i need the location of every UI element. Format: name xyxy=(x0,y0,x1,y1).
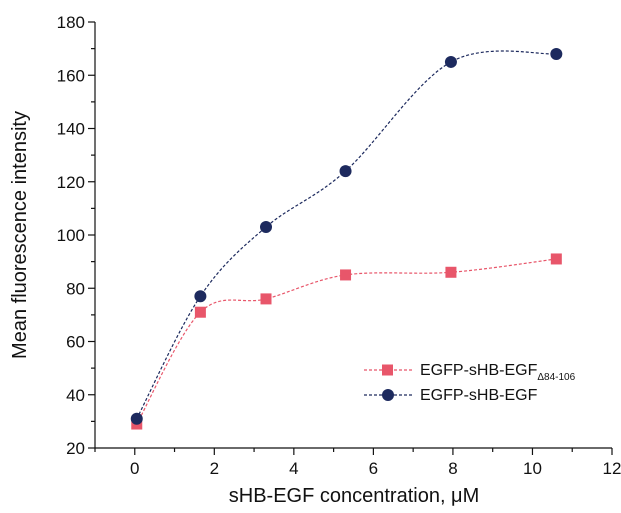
legend-label-main: EGFP-sHB-EGF xyxy=(420,362,538,379)
x-ticks: 0 2 4 6 8 10 12 xyxy=(94,448,621,478)
x-tick-label: 0 xyxy=(130,459,139,478)
legend-label-subscript: Δ84-106 xyxy=(537,372,575,383)
legend-item-egfp-shb-egf-delta: EGFP-sHB-EGFΔ84-106 xyxy=(364,362,576,383)
data-point-square xyxy=(445,266,457,278)
x-tick-label: 12 xyxy=(603,459,621,478)
series-line-0 xyxy=(136,258,557,425)
x-tick-label: 2 xyxy=(210,459,219,478)
y-tick-label: 180 xyxy=(57,13,85,32)
series-line-1 xyxy=(136,50,557,419)
data-point-circle xyxy=(444,55,457,68)
y-ticks: 20 40 60 80 100 120 140 160 180 xyxy=(57,13,95,458)
y-tick-label: 60 xyxy=(66,333,85,352)
legend-marker-circle xyxy=(382,389,394,401)
data-point-circle xyxy=(194,290,207,303)
y-tick-label: 100 xyxy=(57,226,85,245)
data-point-circle xyxy=(339,165,352,178)
legend: EGFP-sHB-EGFΔ84-106 EGFP-sHB-EGF xyxy=(364,362,576,404)
data-point-square xyxy=(260,293,272,305)
data-point-square xyxy=(340,269,352,281)
y-tick-label: 120 xyxy=(57,173,85,192)
legend-label-egfp-shb-egf: EGFP-sHB-EGF xyxy=(420,387,538,404)
data-point-square xyxy=(194,306,206,318)
x-tick-label: 6 xyxy=(369,459,378,478)
x-tick-label: 8 xyxy=(448,459,457,478)
series-layer xyxy=(130,47,563,430)
data-point-square xyxy=(550,253,562,265)
legend-item-egfp-shb-egf: EGFP-sHB-EGF xyxy=(364,387,538,404)
x-tick-label: 10 xyxy=(523,459,542,478)
data-point-circle xyxy=(130,412,143,425)
y-axis-label: Mean fluorescence intensity xyxy=(9,111,31,359)
y-tick-label: 40 xyxy=(66,386,85,405)
y-tick-label: 80 xyxy=(66,279,85,298)
y-tick-label: 160 xyxy=(57,66,85,85)
y-tick-label: 20 xyxy=(66,439,85,458)
data-point-circle xyxy=(550,47,563,60)
x-tick-label: 4 xyxy=(289,459,298,478)
legend-marker-square xyxy=(382,364,393,376)
y-tick-label: 140 xyxy=(57,120,85,139)
x-axis-label: sHB-EGF concentration, μM xyxy=(229,485,480,507)
plot-area: 20 40 60 80 100 120 140 160 180 0 2 4 6 8 10 12 xyxy=(57,13,621,478)
data-point-circle xyxy=(260,221,273,234)
legend-label-egfp-shb-egf-delta: EGFP-sHB-EGFΔ84-106 xyxy=(420,362,576,383)
